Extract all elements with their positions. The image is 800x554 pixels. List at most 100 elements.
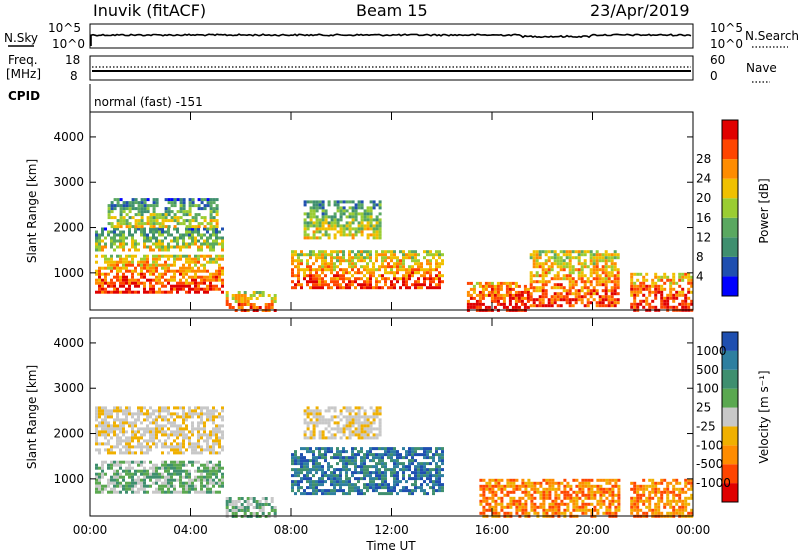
scatter-cell [369,474,372,478]
y-tick-label: 1000 [53,266,84,280]
scatter-cell [526,293,530,297]
scatter-cell [149,433,152,437]
scatter-cell [327,424,331,428]
scatter-cell [488,481,492,485]
scatter-cell [209,475,212,479]
scatter-cell [414,283,417,287]
scatter-cell [161,290,164,294]
scatter-cell [408,465,411,469]
scatter-cell [104,290,107,294]
scatter-cell [206,448,209,452]
scatter-cell [146,415,149,419]
scatter-cell [212,409,215,413]
scatter-cell [336,450,339,454]
scatter-cell [179,254,182,258]
scatter-cell [639,299,643,303]
scatter-cell [554,496,558,500]
scatter-cell [648,302,652,306]
scatter-cell [633,305,637,309]
scatter-cell [345,406,349,410]
scatter-cell [339,230,343,234]
scatter-cell [678,290,682,294]
scatter-cell [300,480,303,484]
velocity-colorbar-swatch [722,350,738,370]
scatter-cell [125,263,128,267]
scatter-cell [532,280,536,284]
scatter-cell [589,253,593,257]
scatter-cell [438,477,441,481]
scatter-cell [143,469,146,473]
scatter-cell [155,424,158,428]
scatter-cell [503,511,507,515]
scatter-cell [309,409,313,413]
scatter-cell [300,283,303,287]
scatter-cell [104,430,107,434]
scatter-cell [472,305,476,309]
scatter-cell [225,503,229,506]
scatter-cell [666,296,670,300]
scatter-cell [122,421,125,425]
scatter-cell [438,277,441,281]
scatter-cell [491,484,495,488]
scatter-cell [140,481,143,485]
scatter-cell [357,427,361,431]
scatter-cell [188,210,192,214]
scatter-cell [203,269,206,273]
scatter-cell [119,239,122,243]
scatter-cell [345,233,349,237]
scatter-cell [143,466,146,470]
scatter-cell [666,278,670,282]
scatter-cell [484,293,488,297]
scatter-cell [143,430,146,434]
scatter-cell [633,296,637,300]
scatter-cell [396,483,399,487]
scatter-cell [339,459,342,463]
scatter-cell [140,207,144,211]
scatter-cell [675,487,679,491]
scatter-cell [116,436,119,440]
scatter-cell [179,222,183,226]
scatter-cell [547,256,551,260]
scatter-cell [420,489,423,493]
scatter-cell [633,290,637,294]
scatter-cell [303,236,307,240]
scatter-cell [152,475,155,479]
scatter-cell [505,281,509,285]
scatter-cell [158,272,161,276]
scatter-cell [306,265,309,269]
scatter-cell [191,216,195,220]
scatter-cell [125,201,129,205]
scatter-cell [598,253,602,257]
scatter-cell [209,254,212,258]
scatter-cell [396,453,399,457]
scatter-cell [149,230,152,234]
scatter-cell [173,448,176,452]
scatter-cell [113,433,116,437]
scatter-cell [581,478,585,482]
scatter-cell [426,250,429,254]
scatter-cell [167,290,170,294]
scatter-cell [357,486,360,490]
scatter-cell [140,275,143,279]
scatter-cell [414,250,417,254]
scatter-cell [125,204,129,208]
scatter-cell [550,268,554,272]
scatter-cell [291,489,294,493]
scatter-cell [312,474,315,478]
scatter-cell [497,481,501,485]
scatter-cell [598,277,602,281]
scatter-cell [309,486,312,490]
scatter-cell [342,256,345,260]
scatter-cell [681,302,685,306]
scatter-cell [616,283,620,287]
scatter-cell [125,409,128,413]
scatter-cell [146,222,150,226]
scatter-cell [509,511,513,515]
scatter-cell [101,430,104,434]
scatter-cell [122,418,125,422]
scatter-cell [197,406,200,410]
scatter-cell [327,200,331,204]
scatter-cell [405,256,408,260]
scatter-cell [167,201,171,205]
scatter-cell [524,490,528,494]
